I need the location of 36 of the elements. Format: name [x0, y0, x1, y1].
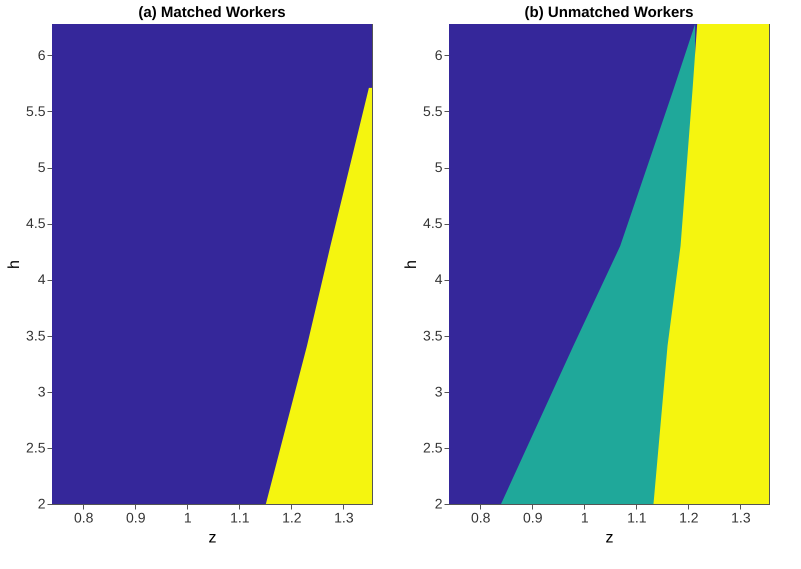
- y-tick-label: 3.5: [423, 327, 443, 344]
- x-tick-label: 1.1: [230, 510, 250, 526]
- x-tick-label: 1.3: [731, 510, 751, 526]
- x-axis-title: z: [208, 530, 216, 546]
- chart-title: (a) Matched Workers: [138, 4, 286, 21]
- y-tick-label: 6: [38, 46, 46, 63]
- x-tick-label: 0.9: [523, 510, 543, 526]
- y-tick-label: 3: [434, 383, 443, 400]
- y-tick-label: 5.5: [26, 102, 46, 119]
- y-axis-title: h: [403, 260, 420, 269]
- x-tick-label: 0.9: [126, 510, 146, 526]
- y-tick-label: 4: [434, 271, 443, 288]
- chart-title: (b) Unmatched Workers: [524, 4, 694, 21]
- y-tick-label: 5: [434, 159, 443, 176]
- y-tick-label: 2: [434, 496, 443, 512]
- x-tick-label: 1.3: [334, 510, 354, 526]
- y-tick-label: 4.5: [26, 215, 46, 232]
- y-tick-label: 2: [38, 496, 46, 512]
- y-tick-label: 4: [38, 271, 46, 288]
- x-tick-label: 1.2: [282, 510, 302, 526]
- y-tick-label: 6: [434, 46, 443, 63]
- x-tick-label: 1.1: [627, 510, 647, 526]
- x-tick-label: 1.2: [679, 510, 699, 526]
- y-tick-label: 5: [38, 159, 46, 176]
- y-tick-label: 2.5: [26, 439, 46, 456]
- y-tick-label: 2.5: [423, 439, 443, 456]
- x-tick-label: 1: [184, 510, 192, 526]
- x-tick-label: 1: [580, 510, 589, 526]
- y-tick-label: 4.5: [423, 215, 443, 232]
- y-tick-label: 3: [38, 383, 46, 400]
- x-tick-label: 0.8: [74, 510, 94, 526]
- x-axis-title: z: [606, 530, 614, 546]
- y-axis-title: h: [6, 260, 24, 269]
- y-tick-label: 3.5: [26, 327, 46, 344]
- y-tick-label: 5.5: [423, 102, 443, 119]
- x-tick-label: 0.8: [470, 510, 491, 526]
